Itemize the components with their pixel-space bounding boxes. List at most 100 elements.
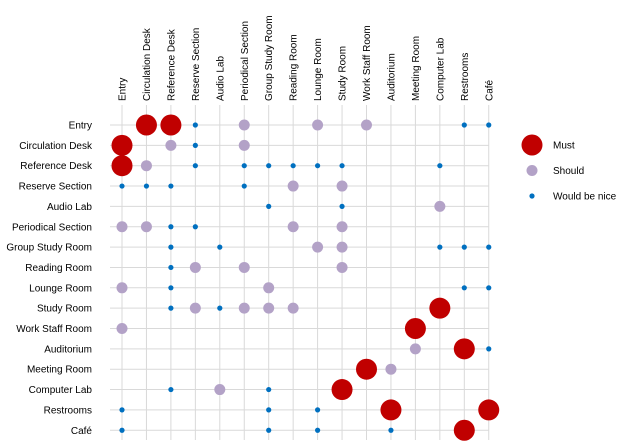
bubble-must [380, 399, 402, 421]
bubble-would-be-nice [241, 183, 247, 189]
row-label: Auditorium [44, 344, 92, 355]
legend-label: Should [553, 166, 584, 177]
bubble-would-be-nice [217, 305, 223, 311]
row-label: Café [71, 426, 93, 437]
bubble-would-be-nice [168, 264, 174, 271]
column-label: Reference Desk [166, 28, 177, 101]
bubble-must [331, 379, 353, 401]
legend-marker [529, 193, 535, 199]
bubble-would-be-nice [192, 163, 198, 169]
legend-label: Must [553, 141, 575, 152]
bubble-would-be-nice [143, 183, 150, 189]
bubble-would-be-nice [388, 427, 394, 433]
bubble-would-be-nice [192, 122, 198, 128]
column-label: Lounge Room [313, 38, 324, 101]
bubble-would-be-nice [266, 427, 272, 433]
column-label: Group Study Room [264, 15, 275, 101]
bubble-should [312, 241, 324, 253]
bubble-would-be-nice [339, 203, 345, 209]
bubble-should [189, 261, 201, 273]
bubble-should [189, 302, 201, 314]
bubble-must [111, 134, 133, 156]
bubble-would-be-nice [241, 163, 247, 169]
legend-marker [526, 165, 538, 176]
bubble-should [336, 261, 348, 273]
bubble-should [361, 119, 372, 131]
column-label: Computer Lab [435, 37, 446, 101]
bubble-would-be-nice [437, 244, 443, 250]
bubble-should [434, 200, 446, 212]
row-label: Entry [69, 121, 92, 132]
bubble-should [238, 302, 250, 314]
bubble-would-be-nice [168, 244, 174, 250]
row-label: Periodical Section [12, 222, 92, 233]
column-label: Meeting Room [411, 36, 422, 101]
bubble-would-be-nice [315, 407, 321, 413]
bubble-would-be-nice [266, 407, 272, 413]
column-label: Periodical Section [240, 21, 251, 101]
bubble-should [287, 221, 299, 233]
bubble-should [263, 282, 275, 294]
bubble-should [238, 119, 250, 131]
bubble-should [140, 221, 152, 233]
bubble-must [404, 318, 426, 339]
bubble-must [429, 297, 451, 319]
bubble-would-be-nice [461, 285, 467, 291]
bubble-would-be-nice [217, 244, 223, 250]
row-label: Work Staff Room [16, 324, 92, 335]
bubble-should [263, 302, 275, 314]
bubble-should [238, 261, 250, 273]
bubble-should [116, 282, 128, 294]
row-label: Circulation Desk [19, 141, 93, 152]
column-label: Café [484, 79, 495, 101]
column-label: Reading Room [289, 34, 300, 101]
bubble-should [238, 139, 250, 151]
bubble-should [336, 241, 348, 253]
bubble-should [165, 139, 177, 151]
bubble-must [111, 155, 133, 177]
bubble-would-be-nice [486, 244, 492, 250]
bubble-should [214, 384, 226, 396]
bubble-should [336, 221, 348, 233]
bubble-would-be-nice [168, 285, 174, 291]
row-label: Reading Room [25, 263, 92, 274]
bubble-must [453, 338, 475, 360]
column-label: Reserve Section [191, 28, 202, 101]
column-label: Study Room [338, 46, 349, 101]
legend-label: Would be nice [553, 192, 617, 203]
legend-marker [521, 134, 543, 156]
bubbles [111, 114, 500, 441]
bubble-must [453, 419, 475, 441]
bubble-would-be-nice [339, 163, 345, 169]
bubble-would-be-nice [168, 305, 174, 311]
bubble-must [478, 399, 500, 421]
bubble-should [312, 119, 324, 131]
bubble-would-be-nice [168, 183, 174, 189]
row-label: Group Study Room [6, 243, 92, 254]
bubble-should [409, 343, 421, 355]
bubble-would-be-nice [119, 427, 125, 433]
legend: Must Should Would be nice [521, 134, 617, 203]
bubble-would-be-nice [192, 224, 198, 230]
row-label: Reference Desk [20, 161, 93, 172]
bubble-would-be-nice [461, 244, 467, 250]
bubble-would-be-nice [315, 163, 321, 169]
bubble-would-be-nice [266, 386, 272, 393]
bubble-must [356, 358, 377, 380]
bubble-would-be-nice [266, 163, 272, 169]
bubble-would-be-nice [266, 203, 272, 209]
bubble-would-be-nice [437, 163, 443, 169]
row-label: Study Room [37, 304, 92, 315]
bubble-would-be-nice [168, 386, 174, 393]
gridlines [110, 105, 490, 440]
bubble-should [287, 180, 299, 192]
column-label: Circulation Desk [142, 27, 153, 101]
row-label: Reserve Section [19, 182, 92, 193]
bubble-would-be-nice [486, 346, 492, 352]
bubble-would-be-nice [315, 427, 321, 433]
bubble-should [385, 363, 397, 375]
row-labels: Entry Circulation Desk Reference Desk Reser… [6, 121, 93, 437]
bubble-should [336, 180, 348, 192]
bubble-should [140, 160, 152, 172]
